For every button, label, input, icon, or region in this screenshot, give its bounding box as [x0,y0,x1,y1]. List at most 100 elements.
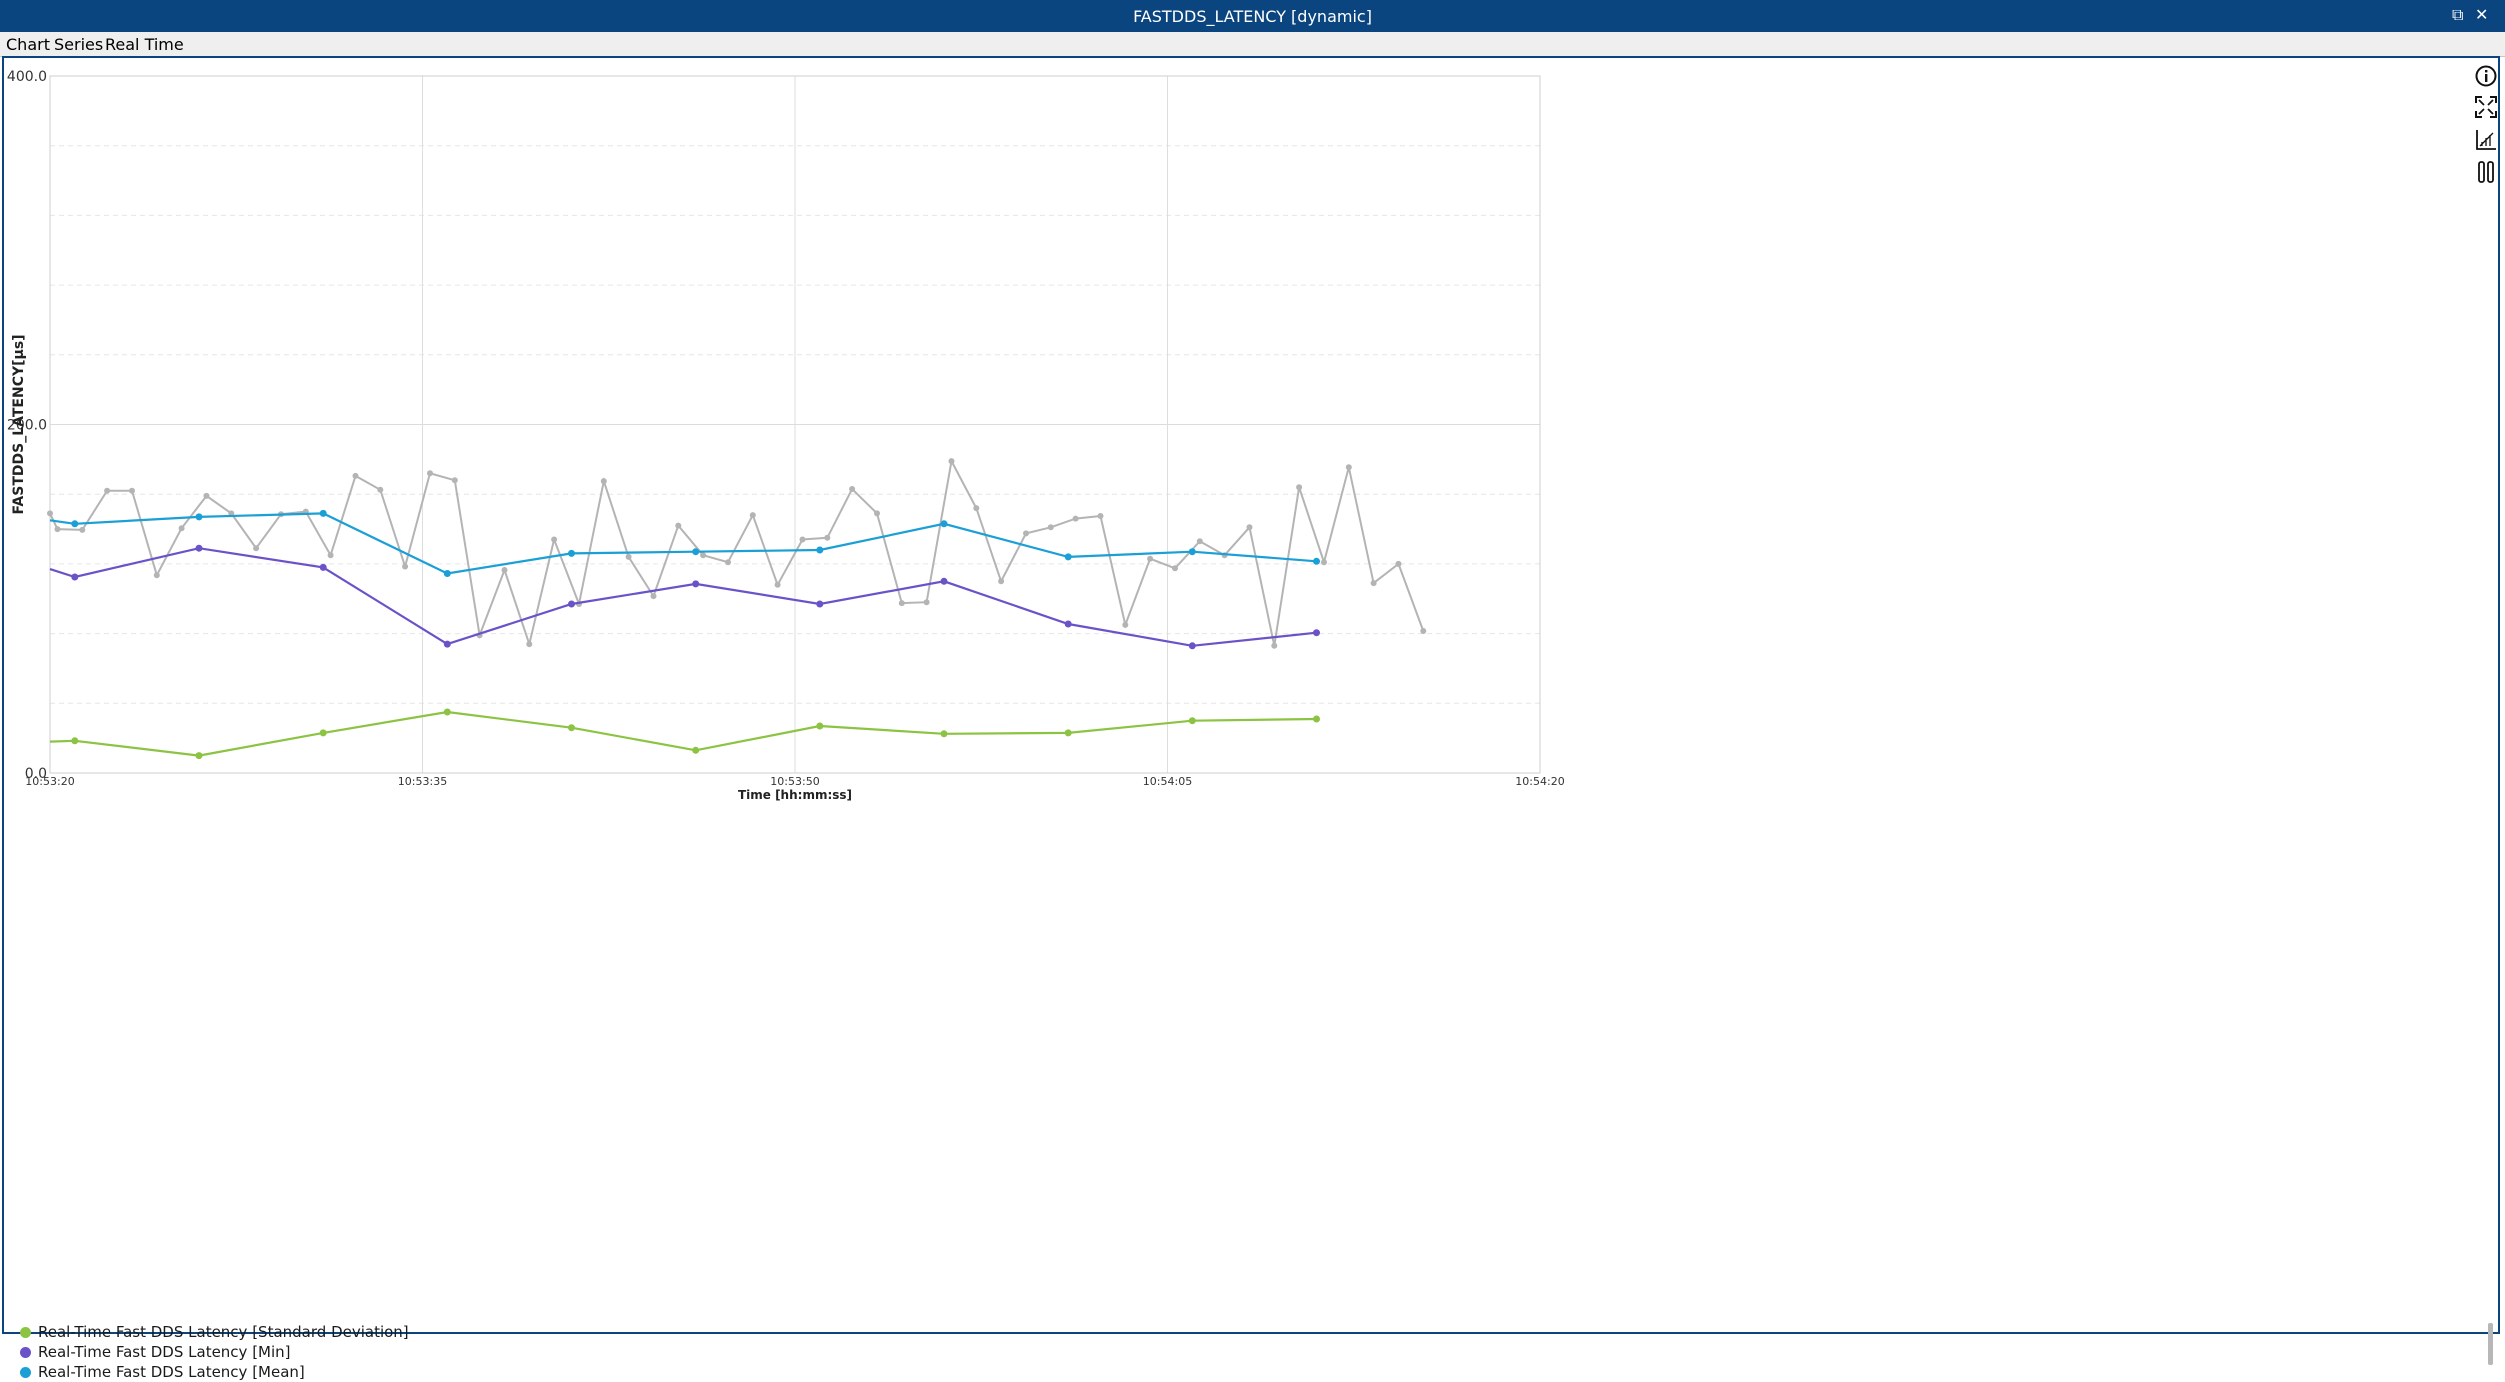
data-point-raw [377,486,384,493]
data-point-raw [625,553,632,560]
x-axis-label: Time [hh:mm:ss] [738,788,852,802]
legend-item-std-dev[interactable]: Real-Time Fast DDS Latency [Standard Dev… [20,1322,409,1342]
legend-color-min [20,1346,31,1358]
data-point-raw [451,477,458,484]
info-icon[interactable] [2474,64,2498,88]
title-bar: FASTDDS_LATENCY [dynamic] ⧉ ✕ [0,0,2505,32]
data-point-raw [1296,484,1303,491]
close-icon[interactable]: ✕ [2475,5,2489,24]
data-point-raw [501,567,508,573]
fit-to-window-icon[interactable] [2474,95,2498,119]
data-point-raw [725,559,731,566]
data-point-mean [443,570,451,577]
legend-item-mean[interactable]: Real-Time Fast DDS Latency [Mean] [20,1362,409,1382]
data-point-raw [253,545,260,552]
data-point-raw [799,536,806,543]
menu-series[interactable]: Series [54,35,104,54]
data-point-raw [1321,559,1327,566]
data-point-raw [47,510,53,517]
data-point-raw [824,534,831,541]
data-point-raw [79,526,86,533]
data-point-raw [526,641,533,648]
legend-item-min[interactable]: Real-Time Fast DDS Latency [Min] [20,1342,409,1362]
series-mean [49,509,1320,577]
menu-real-time[interactable]: Real Time [105,35,184,54]
data-point-mean [692,548,700,556]
data-point-mean [1313,557,1320,565]
data-point-mean [568,549,575,557]
data-point-raw [973,505,980,512]
series-line-std-dev [49,710,1317,757]
x-tick-label: 10:54:20 [1515,775,1564,788]
data-point-raw [1345,464,1352,471]
data-point-mean [940,520,948,528]
data-point-min [816,600,824,608]
series-line-mean [49,512,1317,575]
data-point-raw [923,599,930,606]
data-point-std-dev [443,708,451,716]
data-point-raw [352,472,359,479]
data-point-std-dev [692,746,700,754]
data-point-mean [195,513,203,521]
data-point-raw [327,552,334,559]
x-tick-label: 10:53:20 [25,775,74,788]
data-point-raw [1072,515,1079,522]
y-tick-label: 200.0 [7,418,47,434]
restore-icon[interactable]: ⧉ [2452,5,2464,24]
data-point-std-dev [319,729,327,737]
series-std-dev [49,708,1320,760]
data-point-raw [1370,580,1377,587]
data-point-raw [849,486,856,492]
data-point-raw [1271,642,1278,649]
data-point-raw [1097,513,1104,519]
data-point-raw [1420,628,1427,634]
data-point-raw [700,552,707,559]
axis-scale-icon[interactable] [2474,128,2498,152]
data-point-std-dev [71,737,79,745]
data-point-min [568,600,575,608]
data-point-min [1313,629,1320,637]
data-point-raw [1147,555,1154,562]
legend-scrollbar[interactable] [2488,1323,2493,1365]
data-point-raw [1023,530,1029,537]
data-point-min [1064,620,1072,628]
menu-bar: Chart Series Real Time [0,32,2505,57]
x-tick-label: 10:53:35 [398,775,447,788]
y-tick-label: 400.0 [7,69,47,85]
data-point-raw [54,526,61,533]
data-point-raw [203,492,210,499]
data-point-raw [402,563,409,570]
data-point-mean [816,546,824,554]
data-point-raw [749,512,756,519]
data-point-raw [153,572,160,579]
data-point-min [443,640,451,648]
menu-chart[interactable]: Chart [6,35,50,54]
data-point-std-dev [195,752,203,760]
data-point-raw [1122,621,1129,628]
data-point-std-dev [1064,729,1072,737]
legend: Real-Time Fast DDS Latency [Standard Dev… [20,1322,409,1382]
data-point-raw [874,510,880,517]
data-point-raw [178,525,185,532]
data-point-raw [675,522,682,529]
data-point-mean [1188,548,1196,556]
pause-icon[interactable] [2474,160,2498,184]
data-point-raw [104,487,111,494]
data-point-min [1188,642,1196,650]
plot-area[interactable] [49,75,1541,774]
legend-label-mean: Real-Time Fast DDS Latency [Mean] [38,1363,305,1381]
data-point-raw [1047,524,1054,531]
data-point-std-dev [568,724,575,732]
series-layer [47,458,1427,760]
data-point-std-dev [1188,717,1196,725]
data-point-mean [319,509,327,517]
data-point-raw [948,458,955,465]
grid [49,75,1541,774]
data-point-min [71,573,79,581]
data-point-raw [1395,560,1402,567]
series-line-min [49,547,1317,647]
data-point-std-dev [816,722,824,730]
data-point-raw [998,578,1005,585]
legend-color-std-dev [20,1326,31,1338]
chart-frame: 0.0 200.0 400.0 10:53:20 10:53:35 10:53:50 10… [2,56,2500,1381]
